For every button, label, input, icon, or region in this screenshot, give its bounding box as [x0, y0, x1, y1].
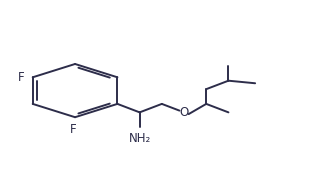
Text: F: F — [70, 123, 77, 136]
Text: F: F — [18, 71, 24, 84]
Text: O: O — [179, 106, 189, 119]
Text: NH₂: NH₂ — [128, 132, 151, 145]
